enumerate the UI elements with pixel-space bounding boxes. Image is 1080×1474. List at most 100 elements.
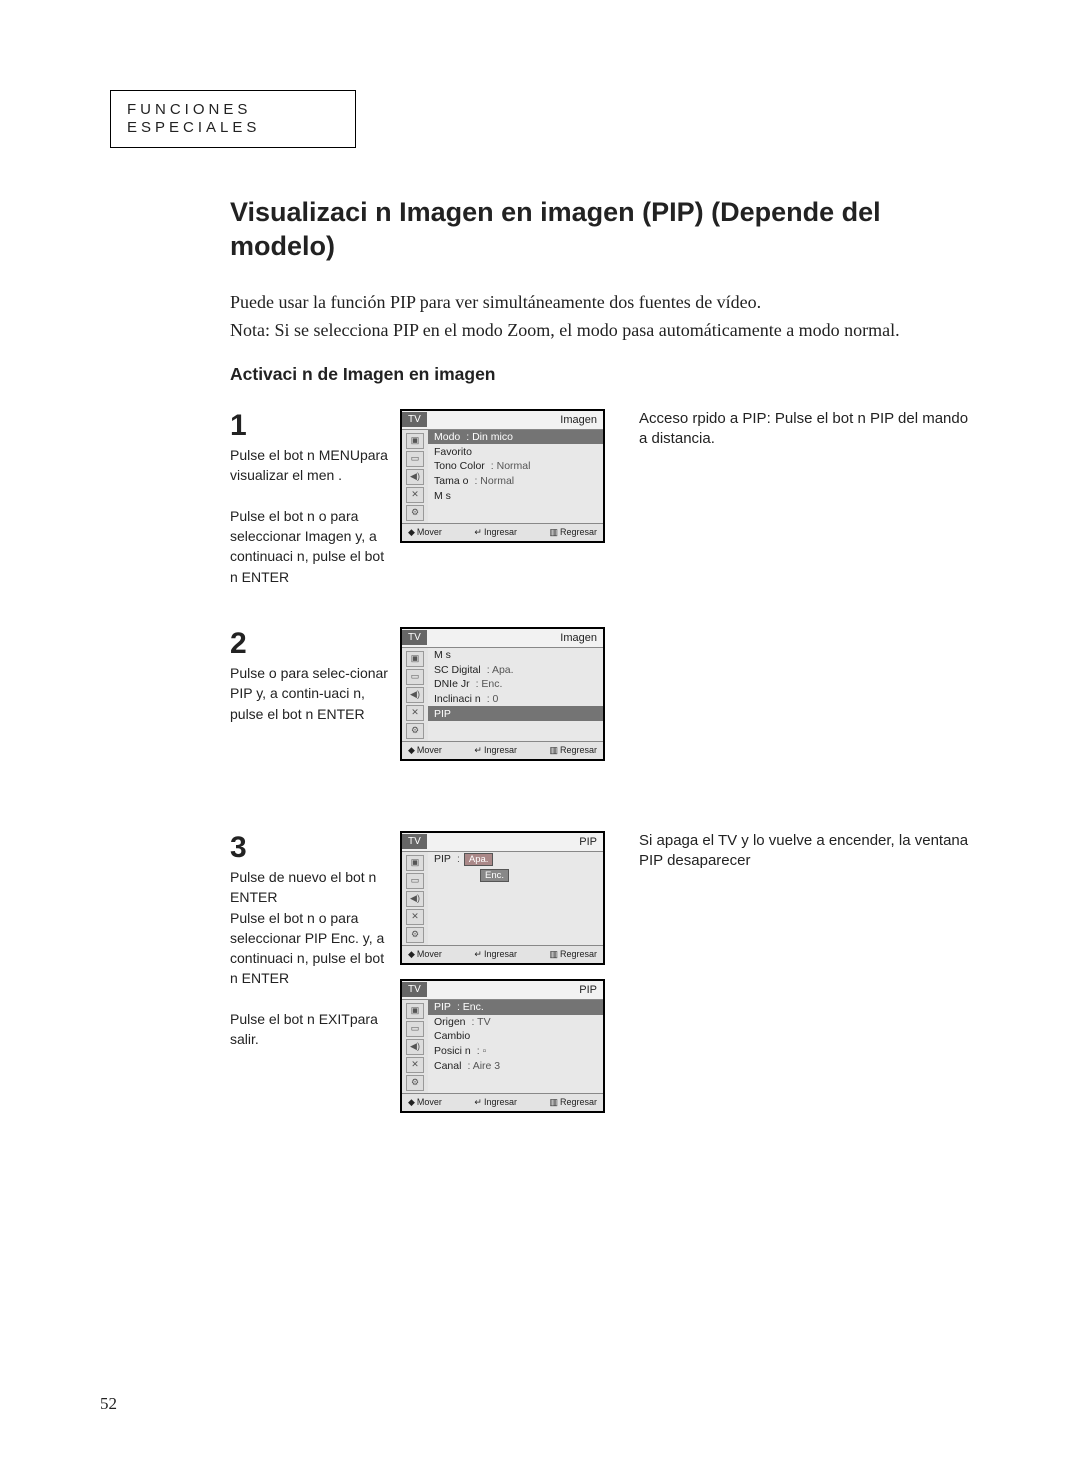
- menu-item-label: Tama o: [434, 475, 468, 487]
- menu-item-value: : Apa.: [487, 664, 514, 676]
- tv-menu-title: PIP: [579, 984, 603, 996]
- menu-item-label: Inclinaci n: [434, 693, 481, 705]
- menu-category-icon: ▭: [406, 669, 424, 685]
- menu-category-icon: ✕: [406, 705, 424, 721]
- menu-category-icon: ▣: [406, 651, 424, 667]
- step-1-row: 1 Pulse el bot n MENUpara visualizar el …: [230, 409, 980, 587]
- menu-category-icon: ▣: [406, 855, 424, 871]
- tv-menu-list: PIP: Apa. Enc.: [428, 852, 603, 945]
- footer-enter: ↵Ingresar: [474, 949, 517, 960]
- footer-back: ▥Regresar: [549, 949, 597, 960]
- menu-row-empty: [428, 925, 603, 939]
- tv-menu-title: PIP: [579, 836, 603, 848]
- menu-category-icon: ✕: [406, 487, 424, 503]
- menu-category-icon: ◀): [406, 687, 424, 703]
- menu-row: Tono Color: Normal: [428, 459, 603, 474]
- footer-enter: ↵Ingresar: [474, 745, 517, 756]
- enter-icon: ↵: [474, 1097, 482, 1108]
- menu-category-icon: ◀): [406, 1039, 424, 1055]
- tv-footer: ◆Mover↵Ingresar▥Regresar: [402, 1093, 603, 1111]
- tv-screen-1: TVImagen▣▭◀)✕⚙Modo: Din micoFavoritoTono…: [400, 409, 605, 543]
- menu-item-value: : Normal: [491, 460, 531, 472]
- menu-item-label: Origen: [434, 1016, 466, 1028]
- menu-item-label: PIP: [434, 853, 451, 866]
- page-title: Visualizaci n Imagen en imagen (PIP) (De…: [230, 196, 980, 264]
- menu-row: M s: [428, 488, 603, 503]
- menu-item-label: Favorito: [434, 446, 472, 458]
- menu-row: Inclinaci n: 0: [428, 692, 603, 707]
- menu-category-icon: ▭: [406, 451, 424, 467]
- step-2-number: 2: [230, 627, 390, 661]
- menu-item-value: : TV: [472, 1016, 491, 1028]
- menu-item-label: M s: [434, 649, 451, 661]
- tv-screen-3b: TVPIP▣▭◀)✕⚙PIP: Enc.Origen: TVCambioPosi…: [400, 979, 605, 1113]
- menu-item-value: : Enc.: [457, 1001, 484, 1013]
- dropdown-option: Apa.: [464, 853, 494, 866]
- back-icon: ▥: [549, 1097, 558, 1108]
- menu-category-icon: ▣: [406, 433, 424, 449]
- footer-back: ▥Regresar: [549, 1097, 597, 1108]
- enter-icon: ↵: [474, 949, 482, 960]
- menu-item-label: M s: [434, 490, 451, 502]
- step-1-text: Pulse el bot n MENUpara visualizar el me…: [230, 445, 390, 587]
- menu-item-label: Canal: [434, 1060, 461, 1072]
- step-1-number: 1: [230, 409, 390, 443]
- menu-row: Modo: Din mico: [428, 430, 603, 445]
- footer-move: ◆Mover: [408, 745, 442, 756]
- footer-back: ▥Regresar: [549, 745, 597, 756]
- page-number: 52: [100, 1394, 117, 1414]
- menu-category-icon: ◀): [406, 469, 424, 485]
- menu-row: Cambio: [428, 1029, 603, 1044]
- subheading: Activaci n de Imagen en imagen: [230, 364, 980, 385]
- tv-menu-title: Imagen: [560, 414, 603, 426]
- footer-move: ◆Mover: [408, 949, 442, 960]
- menu-category-icon: ⚙: [406, 927, 424, 943]
- section-label: FUNCIONES ESPECIALES: [127, 101, 260, 136]
- footer-enter: ↵Ingresar: [474, 527, 517, 538]
- menu-item-label: SC Digital: [434, 664, 481, 676]
- side-note-1: Acceso rpido a PIP: Pulse el bot n PIP d…: [639, 409, 969, 587]
- step-2-row: 2 Pulse o para selec-cionar PIP y, a con…: [230, 627, 980, 775]
- tv-header: TVPIP: [402, 833, 603, 851]
- menu-item-value: : Aire 3: [467, 1060, 500, 1072]
- menu-category-icon: ▭: [406, 1021, 424, 1037]
- tv-header: TVImagen: [402, 629, 603, 647]
- tv-screen-3a: TVPIP▣▭◀)✕⚙PIP:Apa.Enc.◆Mover↵Ingresar▥R…: [400, 831, 605, 965]
- tv-icon-column: ▣ ▭ ◀) ✕ ⚙: [402, 430, 428, 523]
- side-note-3: Si apaga el TV y lo vuelve a encender, l…: [639, 831, 969, 1127]
- menu-row: Canal : Aire 3: [428, 1058, 603, 1073]
- menu-category-icon: ⚙: [406, 1075, 424, 1091]
- menu-row: PIP: Apa.: [428, 852, 603, 868]
- menu-row: PIP: Enc.: [428, 1000, 603, 1015]
- menu-row: SC Digital : Apa.: [428, 663, 603, 678]
- menu-row: Origen : TV: [428, 1015, 603, 1030]
- menu-item-label: DNIe Jr: [434, 678, 470, 690]
- note-text: Nota: Si se selecciona PIP en el modo Zo…: [230, 319, 920, 342]
- menu-item-value: : ▫: [477, 1045, 487, 1057]
- menu-category-icon: ▣: [406, 1003, 424, 1019]
- menu-item-value: : Enc.: [476, 678, 503, 690]
- tv-menu-list: M s SC Digital : Apa. DNIe Jr : Enc. Inclinac…: [428, 648, 603, 741]
- menu-row: Enc.: [428, 868, 603, 884]
- menu-category-icon: ▭: [406, 873, 424, 889]
- updown-icon: ◆: [408, 745, 415, 756]
- step-2-text: Pulse o para selec-cionar PIP y, a conti…: [230, 663, 390, 724]
- menu-row: DNIe Jr : Enc.: [428, 677, 603, 692]
- tv-footer: ◆Mover ↵Ingresar ▥Regresar: [402, 741, 603, 759]
- updown-icon: ◆: [408, 949, 415, 960]
- menu-item-value: :: [457, 853, 460, 866]
- tv-menu-list: PIP: Enc.Origen: TVCambioPosici n: ▫Cana…: [428, 1000, 603, 1093]
- section-label-box: FUNCIONES ESPECIALES: [110, 90, 356, 148]
- updown-icon: ◆: [408, 1097, 415, 1108]
- step-3-text: Pulse de nuevo el bot n ENTER Pulse el b…: [230, 867, 390, 1050]
- tv-icon-column: ▣▭◀)✕⚙: [402, 648, 428, 741]
- menu-row: Tama o: Normal: [428, 474, 603, 489]
- intro-text: Puede usar la función PIP para ver simul…: [230, 292, 980, 313]
- tv-tab: TV: [402, 982, 427, 997]
- menu-item-label: Cambio: [434, 1030, 470, 1042]
- back-icon: ▥: [549, 745, 558, 756]
- tv-menu-list: Modo: Din micoFavoritoTono Color: Normal…: [428, 430, 603, 523]
- menu-category-icon: ⚙: [406, 505, 424, 521]
- step-3-number: 3: [230, 831, 390, 865]
- menu-row-empty: [428, 883, 603, 897]
